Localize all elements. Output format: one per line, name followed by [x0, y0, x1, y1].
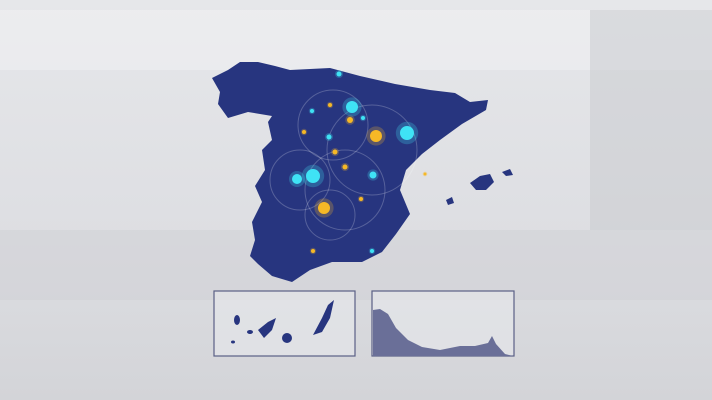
ring: [297, 89, 369, 161]
ring-overlay: [269, 89, 418, 241]
cyan-dot: [292, 174, 302, 184]
gold-dot: [423, 172, 427, 176]
data-dots: [289, 70, 428, 255]
gold-dot: [359, 197, 363, 201]
canary-islands: [231, 300, 334, 344]
menorca: [502, 169, 513, 176]
cyan-dot: [306, 169, 320, 183]
north-africa-coast: [373, 309, 513, 356]
cyan-dot: [310, 109, 314, 113]
mallorca: [470, 174, 494, 190]
cyan-dot: [369, 171, 377, 179]
iberian-peninsula: [212, 62, 488, 282]
ring: [304, 189, 356, 241]
cyan-dot: [370, 249, 374, 253]
cyan-dot: [326, 134, 332, 140]
gold-dot: [328, 103, 332, 107]
cyan-dot: [361, 116, 365, 120]
gold-dot: [370, 130, 382, 142]
gold-dot: [347, 117, 353, 123]
ibiza: [446, 197, 454, 205]
cyan-dot: [336, 71, 342, 77]
cyan-dot: [400, 126, 414, 140]
gold-dot: [332, 149, 338, 155]
gold-dot: [342, 164, 348, 170]
ring: [269, 149, 331, 211]
gold-dot: [318, 202, 330, 214]
ring: [326, 104, 418, 196]
ring: [304, 149, 386, 231]
gold-dot: [311, 249, 315, 253]
background-panel: [590, 10, 712, 230]
cyan-dot: [346, 101, 358, 113]
gold-dot: [302, 130, 306, 134]
